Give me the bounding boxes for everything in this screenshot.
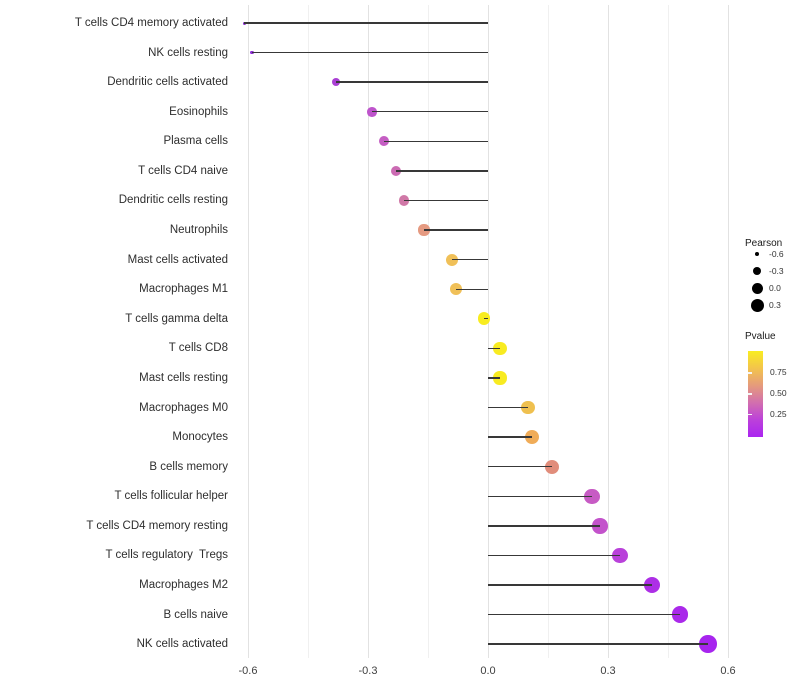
pvalue-tick-mark (748, 372, 752, 374)
y-axis-label: Monocytes (172, 431, 228, 444)
y-axis-label: T cells gamma delta (125, 312, 228, 325)
x-axis-tick-label: 0.3 (600, 665, 616, 677)
lollipop-stick (488, 554, 620, 557)
x-axis-tick-label: 0.0 (480, 665, 496, 677)
x-axis-tick-label: -0.6 (238, 665, 258, 677)
x-axis-tick-label: -0.3 (358, 665, 378, 677)
pvalue-tick-mark (748, 393, 752, 395)
y-axis-label: T cells follicular helper (114, 490, 228, 503)
legend-size-dot (750, 298, 764, 312)
data-point (331, 78, 341, 87)
lollipop-stick (488, 406, 528, 409)
y-axis-label: T cells regulatory Tregs (105, 549, 228, 562)
legend-size-dot (751, 282, 763, 294)
legend-pearson-title: Pearson (745, 238, 783, 249)
lollipop-stick (244, 22, 488, 24)
y-axis-label: T cells CD4 memory activated (74, 17, 228, 29)
gridline-minor (428, 5, 429, 658)
lollipop-stick (456, 288, 488, 290)
lollipop-stick (488, 347, 500, 350)
gridline-major (728, 5, 729, 658)
legend-size-label: -0.3 (769, 266, 784, 276)
y-axis-label: Macrophages M1 (139, 283, 228, 296)
pvalue-tick-label: 0.50 (770, 388, 787, 399)
pvalue-tick-label: 0.25 (770, 408, 787, 419)
y-axis-label: T cells CD4 memory resting (86, 519, 228, 532)
legend-size-label: 0.0 (769, 283, 781, 293)
y-axis-label: Eosinophils (169, 105, 228, 118)
lollipop-stick (488, 495, 592, 497)
lollipop-stick (372, 111, 488, 113)
lollipop-stick (384, 140, 488, 142)
legend-pvalue-title: Pvalue (745, 331, 776, 342)
gridline-minor (668, 5, 669, 658)
y-axis-label: T cells CD8 (168, 342, 228, 355)
data-point (379, 136, 389, 147)
y-axis-label: Mast cells resting (139, 371, 228, 384)
lollipop-stick (488, 584, 652, 586)
gridline-major (368, 5, 369, 658)
gridline-major (248, 5, 249, 658)
y-axis-label: T cells CD4 naive (138, 164, 228, 177)
y-axis-label: Macrophages M2 (139, 579, 228, 592)
legend-size-dot (755, 252, 759, 256)
lollipop-stick (452, 258, 488, 261)
legend-size-label: -0.6 (769, 249, 784, 259)
pvalue-tick-label: 0.75 (770, 367, 787, 378)
lollipop-stick (252, 51, 488, 54)
data-point (398, 195, 410, 206)
gridline-minor (548, 5, 549, 658)
lollipop-stick (488, 525, 600, 527)
y-axis-label: Dendritic cells activated (107, 76, 228, 89)
lollipop-stick (336, 81, 488, 83)
pvalue-tick-mark (748, 413, 752, 416)
data-point (250, 50, 254, 55)
data-point (477, 312, 491, 326)
data-point (367, 106, 377, 117)
gridline-major (608, 5, 609, 658)
data-point (446, 253, 458, 266)
data-point (418, 224, 430, 236)
lollipop-stick (424, 229, 488, 231)
lollipop-stick (488, 643, 708, 645)
lollipop-stick (488, 613, 680, 616)
lollipop-stick (396, 170, 488, 172)
y-axis-label: NK cells resting (148, 46, 228, 59)
data-point (390, 165, 402, 177)
y-axis-label: NK cells activated (136, 638, 228, 651)
data-point (449, 283, 462, 296)
y-axis-label: Neutrophils (169, 224, 228, 237)
lollipop-stick (488, 377, 500, 379)
x-axis-tick-label: 0.6 (720, 665, 736, 677)
y-axis-label: Mast cells activated (127, 253, 228, 266)
gridline-major (488, 5, 489, 658)
lollipop-stick (488, 466, 552, 468)
y-axis-label: Macrophages M0 (139, 401, 228, 414)
legend-size-label: 0.3 (769, 300, 781, 310)
lollipop-stick (484, 318, 488, 320)
y-axis-label: Dendritic cells resting (118, 194, 228, 207)
y-axis-label: B cells naive (163, 608, 228, 621)
y-axis-label: B cells memory (149, 460, 228, 473)
lollipop-stick (488, 436, 532, 438)
gridline-minor (308, 5, 309, 658)
y-axis-label: Plasma cells (163, 135, 228, 148)
legend-size-dot (753, 267, 761, 275)
lollipop-stick (404, 199, 488, 202)
